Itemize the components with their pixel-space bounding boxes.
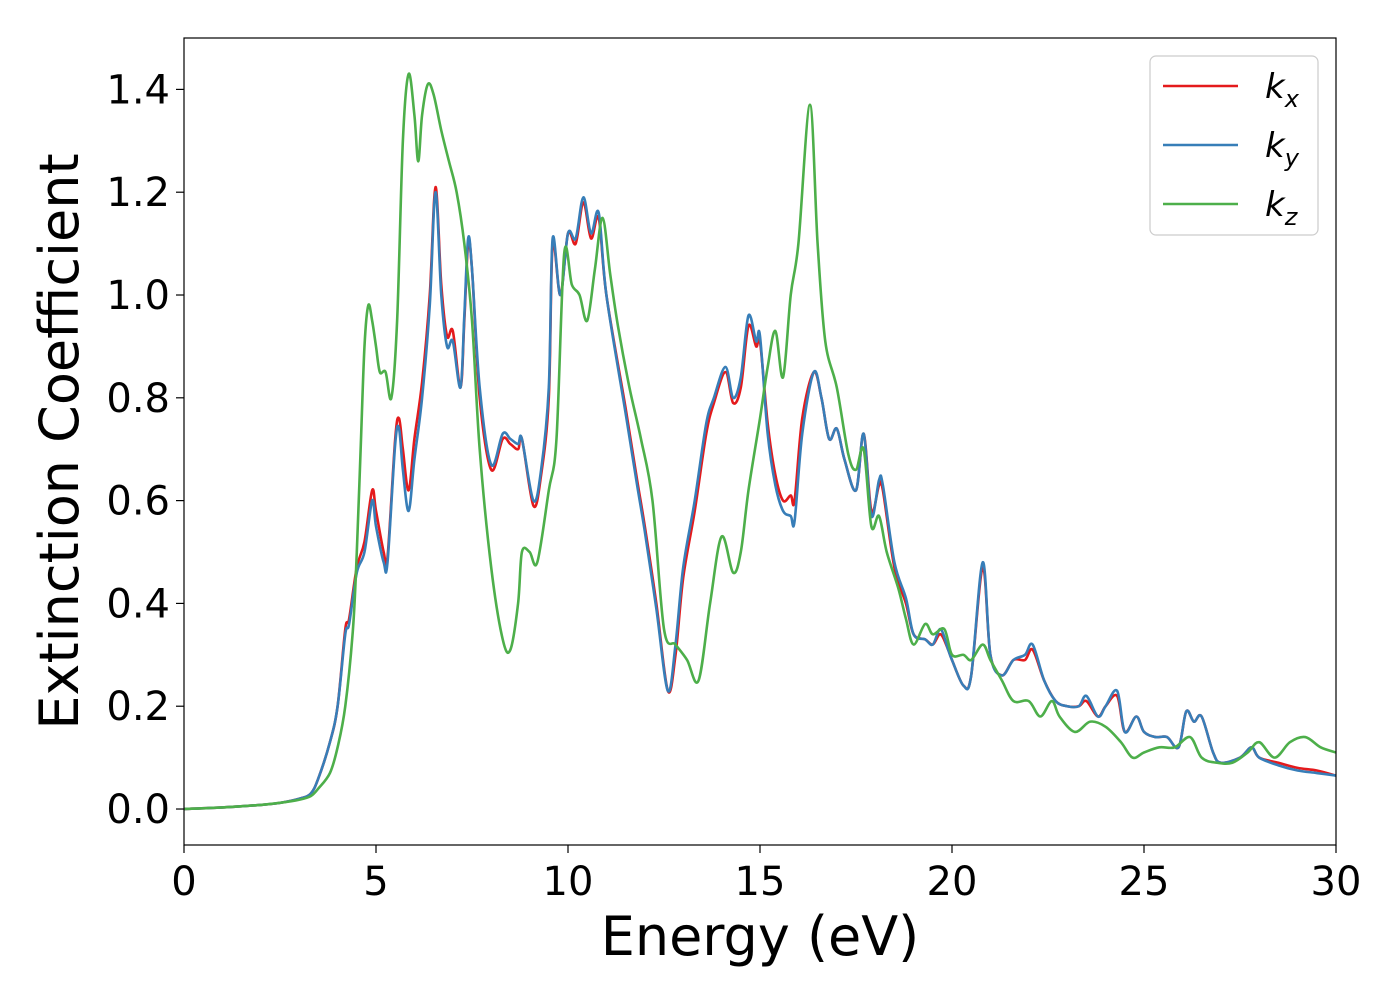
y-tick-label: 1.0: [106, 273, 170, 319]
y-axis: 0.0 0.2 0.4 0.6 0.8 1.0 1.2 1.4: [106, 67, 184, 833]
legend-entry-ky: ky: [1265, 126, 1300, 172]
y-axis-title: Extinction Coefficient: [28, 153, 91, 729]
y-tick-label: 0.0: [106, 787, 170, 833]
x-axis-title: Energy (eV): [601, 905, 920, 968]
legend-entry-name: k: [1265, 67, 1286, 107]
y-tick-label: 0.8: [106, 376, 170, 422]
legend-entry-subscript: z: [1284, 203, 1299, 231]
series-lines: [184, 72, 1336, 811]
y-tick-label: 0.4: [106, 581, 170, 627]
y-tick-label: 1.4: [106, 67, 170, 113]
x-tick-label: 10: [543, 859, 594, 905]
x-tick-label: 25: [1119, 859, 1170, 905]
y-tick-label: 1.2: [106, 170, 170, 216]
x-tick-label: 20: [927, 859, 978, 905]
legend-entry-name: k: [1265, 126, 1286, 166]
legend-entry-kz: kz: [1265, 185, 1299, 231]
x-tick-label: 30: [1311, 859, 1362, 905]
series-line-kx: [184, 185, 1336, 811]
legend-entry-kx: kx: [1265, 67, 1300, 113]
series-line-ky: [184, 190, 1336, 811]
series-line-kz: [184, 72, 1336, 811]
y-tick-label: 0.6: [106, 479, 170, 525]
legend-entry-subscript: y: [1284, 144, 1300, 172]
x-tick-label: 0: [171, 859, 196, 905]
x-tick-label: 5: [363, 859, 388, 905]
x-tick-label: 15: [735, 859, 786, 905]
y-tick-label: 0.2: [106, 684, 170, 730]
x-axis: 0 5 10 15 20 25 30: [171, 845, 1361, 905]
legend-entry-name: k: [1265, 185, 1286, 225]
legend-entry-subscript: x: [1284, 85, 1300, 113]
